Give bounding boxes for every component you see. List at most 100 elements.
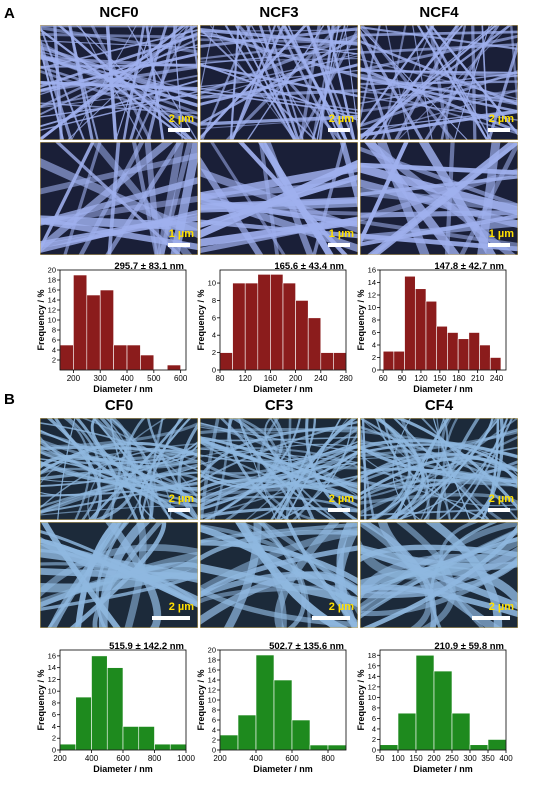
x-tick-label: 350 xyxy=(481,754,495,763)
y-tick-label: 12 xyxy=(208,686,216,695)
y-tick-label: 8 xyxy=(212,706,216,715)
x-tick-label: 300 xyxy=(463,754,477,763)
y-tick-label: 20 xyxy=(48,266,56,275)
y-axis-label: Frequency / % xyxy=(36,669,46,730)
y-tick-label: 2 xyxy=(212,736,216,745)
y-tick-label: 20 xyxy=(208,646,216,655)
bar xyxy=(437,326,448,370)
annotation: 515.9 ± 142.2 nm xyxy=(109,641,184,652)
y-tick-label: 12 xyxy=(48,675,56,684)
y-tick-label: 18 xyxy=(368,651,376,660)
bar xyxy=(283,283,296,370)
y-tick-label: 16 xyxy=(208,666,216,675)
y-tick-label: 4 xyxy=(372,724,376,733)
panel-label: A xyxy=(4,5,15,22)
x-axis-label: Diameter / nm xyxy=(413,384,473,394)
x-tick-label: 50 xyxy=(376,754,385,763)
bar xyxy=(170,744,186,750)
column-title: NCF4 xyxy=(419,4,459,21)
x-tick-label: 120 xyxy=(239,374,253,383)
scale-bar xyxy=(488,243,510,247)
y-tick-label: 10 xyxy=(208,279,216,288)
bar xyxy=(308,318,321,370)
x-tick-label: 400 xyxy=(120,374,134,383)
bar xyxy=(238,715,256,750)
bar xyxy=(73,275,86,370)
column-title: NCF0 xyxy=(99,4,138,21)
fiber xyxy=(523,15,530,150)
scale-bar xyxy=(152,616,190,620)
y-tick-label: 12 xyxy=(48,306,56,315)
x-tick-label: 150 xyxy=(409,754,423,763)
y-tick-label: 16 xyxy=(48,651,56,660)
scale-bar xyxy=(168,128,190,132)
bar xyxy=(310,745,328,750)
bar xyxy=(60,744,76,750)
y-axis-label: Frequency / % xyxy=(196,669,206,730)
column-title: CF4 xyxy=(425,397,454,414)
y-tick-label: 4 xyxy=(212,331,216,340)
bar xyxy=(333,353,346,370)
x-tick-label: 500 xyxy=(147,374,161,383)
scale-bar xyxy=(168,243,190,247)
bar xyxy=(394,351,405,370)
y-tick-label: 18 xyxy=(48,276,56,285)
x-tick-label: 600 xyxy=(174,374,188,383)
fiber xyxy=(524,15,537,150)
y-tick-label: 6 xyxy=(212,313,216,322)
y-axis-label: Frequency / % xyxy=(196,289,206,350)
bar xyxy=(480,345,491,370)
bar xyxy=(87,295,100,370)
bar xyxy=(155,744,171,750)
bar xyxy=(123,726,139,750)
scale-bar xyxy=(328,128,350,132)
x-tick-label: 600 xyxy=(285,754,299,763)
bar xyxy=(100,290,113,370)
bar xyxy=(490,358,501,371)
bar xyxy=(321,353,334,370)
bar xyxy=(270,274,283,370)
annotation: 210.9 ± 59.8 nm xyxy=(434,641,504,652)
bar xyxy=(447,333,458,371)
bar xyxy=(328,745,346,750)
y-tick-label: 10 xyxy=(368,693,376,702)
x-tick-label: 200 xyxy=(53,754,67,763)
y-tick-label: 4 xyxy=(52,346,56,355)
panel-label: B xyxy=(4,391,15,408)
scale-bar xyxy=(472,616,510,620)
scale-bar xyxy=(312,616,350,620)
x-tick-label: 120 xyxy=(414,374,428,383)
y-tick-label: 14 xyxy=(48,296,56,305)
x-tick-label: 210 xyxy=(471,374,485,383)
bar xyxy=(114,345,127,370)
x-axis-label: Diameter / nm xyxy=(253,384,313,394)
column-title: CF3 xyxy=(265,397,293,414)
scale-bar-label: 2 µm xyxy=(489,601,515,613)
x-tick-label: 200 xyxy=(213,754,227,763)
y-tick-label: 14 xyxy=(208,676,216,685)
bar xyxy=(458,339,469,370)
scale-bar-label: 1 µm xyxy=(489,228,515,240)
scale-bar xyxy=(488,128,510,132)
scale-bar xyxy=(328,243,350,247)
y-axis-label: Frequency / % xyxy=(356,289,366,350)
annotation: 295.7 ± 83.1 nm xyxy=(114,261,184,272)
y-tick-label: 0 xyxy=(372,366,376,375)
x-tick-label: 200 xyxy=(427,754,441,763)
scale-bar-label: 1 µm xyxy=(329,228,355,240)
y-tick-label: 2 xyxy=(212,348,216,357)
annotation: 502.7 ± 135.6 nm xyxy=(269,641,344,652)
x-tick-label: 300 xyxy=(94,374,108,383)
x-tick-label: 1000 xyxy=(177,754,195,763)
scale-bar-label: 2 µm xyxy=(169,601,195,613)
y-tick-label: 6 xyxy=(212,716,216,725)
scale-bar xyxy=(488,508,510,512)
x-axis-label: Diameter / nm xyxy=(413,764,473,774)
y-tick-label: 12 xyxy=(368,291,376,300)
x-tick-label: 800 xyxy=(148,754,162,763)
bar xyxy=(127,345,140,370)
y-tick-label: 10 xyxy=(368,303,376,312)
bar xyxy=(233,283,246,370)
bar xyxy=(434,671,452,750)
